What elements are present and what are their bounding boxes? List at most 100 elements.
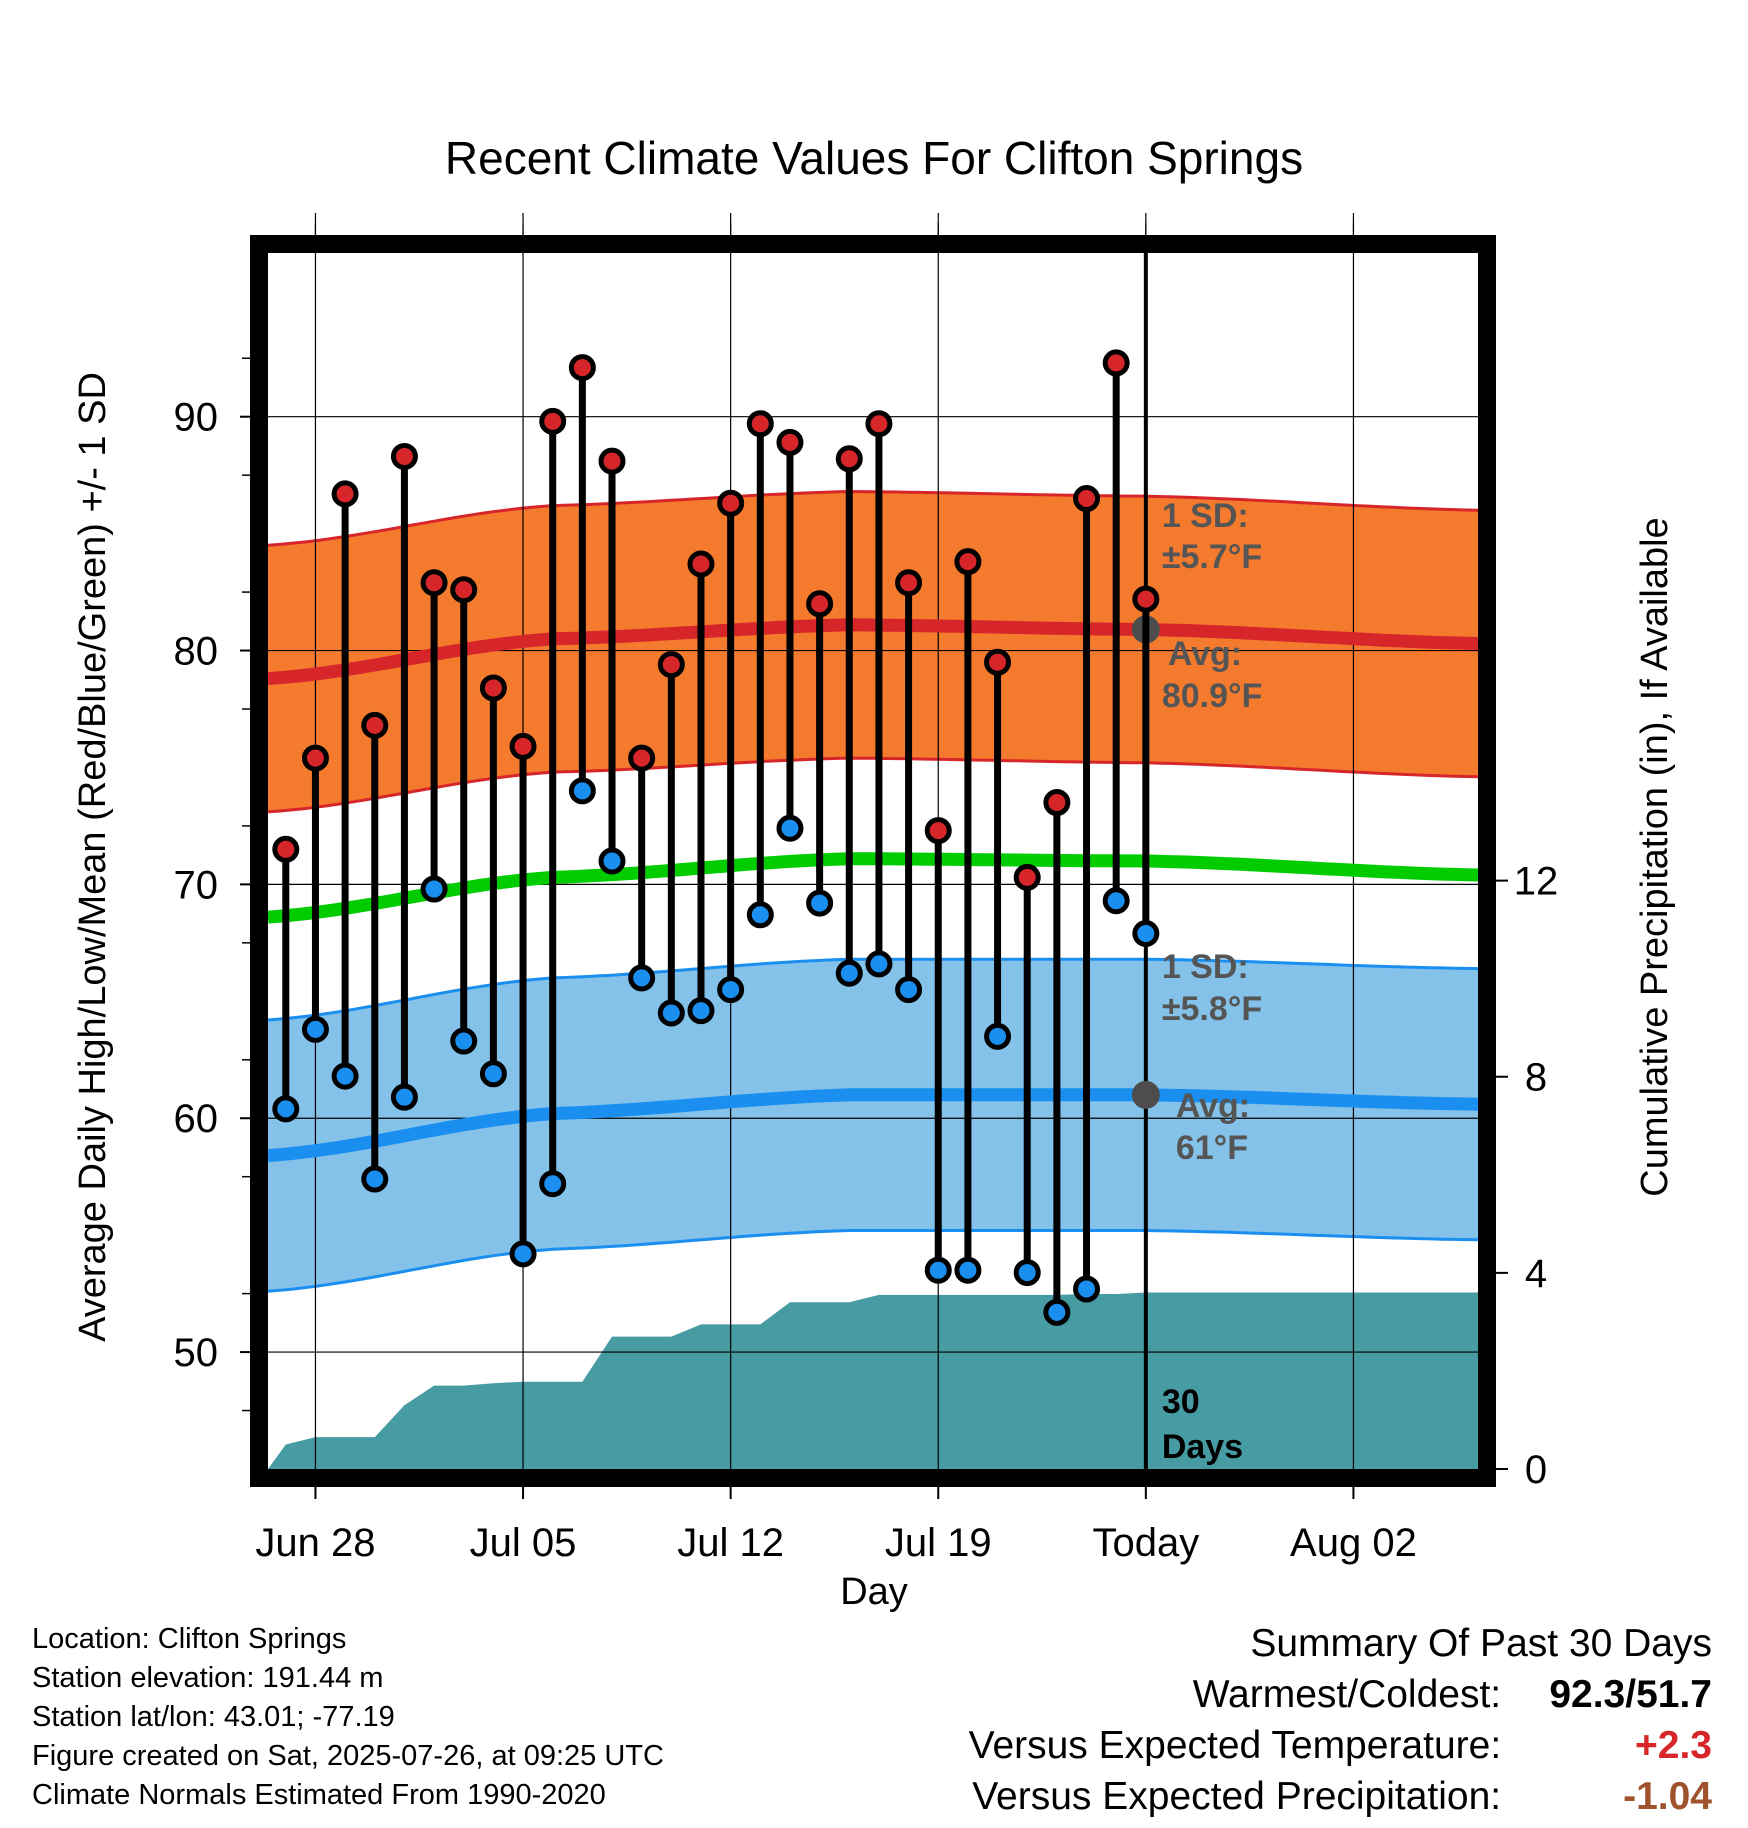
x-tick-label: Jun 28 bbox=[255, 1521, 375, 1565]
plot-border bbox=[250, 235, 1496, 1487]
normal-mean-line bbox=[268, 852, 1478, 924]
daily-high-point bbox=[628, 744, 656, 772]
low-sd-label: 1 SD: bbox=[1162, 948, 1249, 986]
daily-high-point bbox=[984, 648, 1012, 676]
high-sd-lower-edge bbox=[268, 756, 1478, 814]
created-text: Figure created on Sat, 2025-07-26, at 09… bbox=[32, 1740, 664, 1772]
daily-high-point bbox=[687, 550, 715, 578]
precip-area-group bbox=[268, 1292, 1478, 1469]
chart-title: Recent Climate Values For Clifton Spring… bbox=[445, 132, 1303, 184]
daily-low-point bbox=[301, 1015, 329, 1043]
daily-high-point bbox=[806, 590, 834, 618]
low-sd-value: ±5.8°F bbox=[1162, 990, 1262, 1028]
y-left-tick-label: 80 bbox=[174, 630, 219, 674]
daily-low-point bbox=[776, 814, 804, 842]
daily-high-point bbox=[301, 744, 329, 772]
daily-high-point bbox=[539, 407, 567, 435]
normal-bands bbox=[268, 489, 1478, 1293]
daily-low-point bbox=[657, 999, 685, 1027]
daily-high-point bbox=[835, 445, 863, 473]
daily-low-point bbox=[984, 1022, 1012, 1050]
climate-chart: Recent Climate Values For Clifton Spring… bbox=[72, 132, 1676, 1613]
daily-low-point bbox=[420, 875, 448, 903]
normal-lines bbox=[268, 618, 1478, 1163]
daily-low-point bbox=[1013, 1259, 1041, 1287]
daily-high-point bbox=[420, 569, 448, 597]
precip-value: -1.04 bbox=[1623, 1775, 1712, 1818]
daily-high-point bbox=[1073, 485, 1101, 513]
daily-low-point bbox=[509, 1240, 537, 1268]
daily-low-point bbox=[1132, 919, 1160, 947]
daily-low-point bbox=[895, 976, 923, 1004]
daily-high-point bbox=[568, 354, 596, 382]
summary-warmest-row: Warmest/Coldest: 92.3/51.7 bbox=[969, 1669, 1712, 1720]
daily-low-point bbox=[954, 1256, 982, 1284]
x-tick-label: Today bbox=[1092, 1521, 1199, 1565]
daily-high-point bbox=[390, 442, 418, 470]
summary-panel: Summary Of Past 30 Days Warmest/Coldest:… bbox=[969, 1618, 1712, 1822]
axis-ticks: 50 60 70 80 90 0 4 8 12 Jun 28 Jul 05 Jul 12 Jul 19 T… bbox=[174, 213, 1559, 1565]
warmest-value: 92.3/51.7 bbox=[1549, 1673, 1712, 1716]
low-sd-lower-edge bbox=[268, 1229, 1478, 1293]
y-right-tick-label: 4 bbox=[1525, 1252, 1547, 1296]
daily-low-point bbox=[746, 901, 774, 929]
y-left-tick-label: 50 bbox=[174, 1331, 219, 1375]
x-tick-label: Jul 12 bbox=[677, 1521, 784, 1565]
temp-value: +2.3 bbox=[1635, 1724, 1712, 1767]
y-axis-label-right: Cumulative Precipitation (in), If Availa… bbox=[1634, 517, 1676, 1196]
daily-low-point bbox=[865, 950, 893, 978]
daily-high-point bbox=[776, 428, 804, 456]
summary-temp-row: Versus Expected Temperature: +2.3 bbox=[969, 1720, 1712, 1771]
daily-high-point bbox=[895, 569, 923, 597]
plot-frame bbox=[250, 235, 1496, 1487]
daily-low-point bbox=[628, 964, 656, 992]
high-sd-value: ±5.7°F bbox=[1162, 538, 1262, 576]
daily-high-point bbox=[361, 711, 389, 739]
daily-high-point bbox=[924, 817, 952, 845]
temp-label: Versus Expected Temperature: bbox=[968, 1724, 1502, 1767]
daily-high-point bbox=[1132, 585, 1160, 613]
y-right-tick-label: 8 bbox=[1525, 1056, 1547, 1100]
daily-low-point bbox=[479, 1060, 507, 1088]
daily-high-point bbox=[954, 548, 982, 576]
daily-low-point bbox=[539, 1170, 567, 1198]
y-right-tick-label: 0 bbox=[1525, 1448, 1547, 1492]
daily-high-point bbox=[657, 651, 685, 679]
daily-low-point bbox=[331, 1062, 359, 1090]
daily-low-point bbox=[1043, 1298, 1071, 1326]
days-label-text: Days bbox=[1162, 1428, 1243, 1466]
elevation-text: Station elevation: 191.44 m bbox=[32, 1662, 384, 1694]
latlon-text: Station lat/lon: 43.01; -77.19 bbox=[32, 1701, 395, 1733]
daily-high-point bbox=[450, 576, 478, 604]
station-info: Location: Clifton Springs Station elevat… bbox=[32, 1620, 664, 1815]
daily-high-point bbox=[1013, 863, 1041, 891]
daily-low-point bbox=[717, 976, 745, 1004]
daily-high-point bbox=[479, 674, 507, 702]
daily-low-point bbox=[568, 777, 596, 805]
daily-high-point bbox=[865, 410, 893, 438]
high-sd-band bbox=[268, 491, 1478, 812]
daily-high-point bbox=[331, 480, 359, 508]
y-right-tick-label: 12 bbox=[1514, 860, 1559, 904]
daily-low-point bbox=[450, 1027, 478, 1055]
daily-low-point bbox=[806, 889, 834, 917]
y-left-tick-label: 90 bbox=[174, 396, 219, 440]
warmest-label: Warmest/Coldest: bbox=[1192, 1673, 1502, 1716]
daily-high-point bbox=[717, 489, 745, 517]
daily-high-point bbox=[509, 732, 537, 760]
grid-lines bbox=[268, 223, 1478, 1469]
daily-low-point bbox=[1102, 887, 1130, 915]
daily-high-point bbox=[1043, 789, 1071, 817]
y-axis-label-left: Average Daily High/Low/Mean (Red/Blue/Gr… bbox=[72, 372, 114, 1342]
daily-low-point bbox=[835, 959, 863, 987]
daily-low-point bbox=[598, 847, 626, 875]
low-avg-marker bbox=[1131, 1080, 1160, 1109]
low-sd-band bbox=[268, 959, 1478, 1292]
normals-text: Climate Normals Estimated From 1990-2020 bbox=[32, 1779, 606, 1811]
daily-low-point bbox=[272, 1095, 300, 1123]
days-label-number: 30 bbox=[1162, 1383, 1200, 1421]
y-left-tick-label: 60 bbox=[174, 1097, 219, 1141]
daily-low-point bbox=[687, 997, 715, 1025]
daily-low-point bbox=[361, 1165, 389, 1193]
